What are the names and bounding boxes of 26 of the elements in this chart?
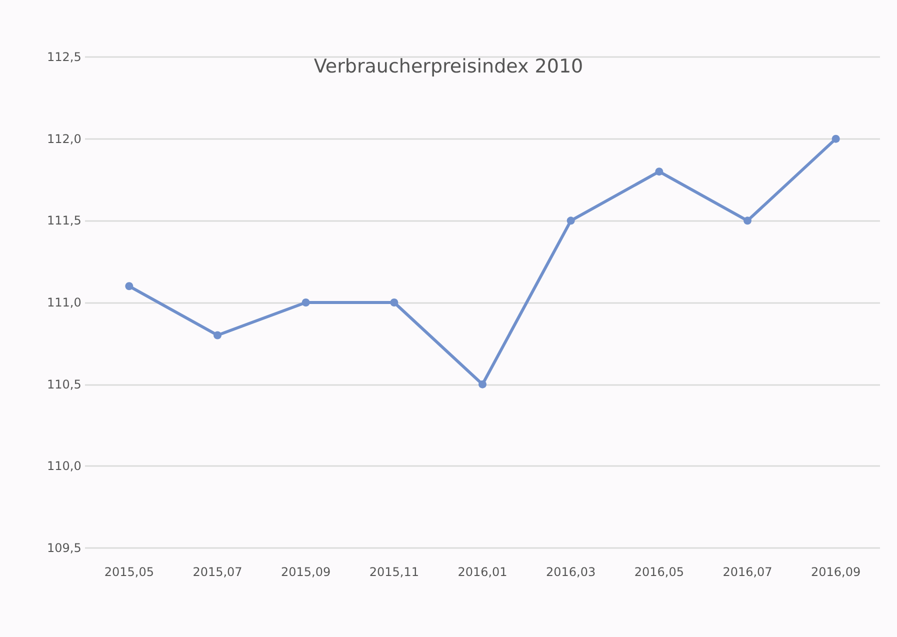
point <box>832 134 840 143</box>
x-tick-label: 2015,09 <box>281 565 331 579</box>
x-tick-label: 2016,05 <box>634 565 684 579</box>
point <box>125 282 134 290</box>
y-tick-label: 111,5 <box>47 214 82 228</box>
point <box>566 216 575 225</box>
x-tick-label: 2015,05 <box>104 565 154 579</box>
point <box>302 298 310 306</box>
y-tick-label: 112,0 <box>47 132 82 146</box>
y-tick-label: 110,0 <box>47 459 82 474</box>
point <box>655 168 664 176</box>
x-tick-label: 2016,09 <box>811 565 861 579</box>
x-tick-label: 2015,11 <box>369 565 419 579</box>
y-tick-label: 112,5 <box>47 50 82 64</box>
point <box>744 216 752 225</box>
point <box>214 331 222 340</box>
chart-title: Verbraucherpreisindex 2010 <box>314 56 584 78</box>
point <box>390 298 398 306</box>
x-tick-label: 2015,07 <box>192 565 242 579</box>
y-tick-label: 111,0 <box>47 296 82 310</box>
point <box>478 380 486 388</box>
y-tick-label: 109,5 <box>47 541 82 555</box>
x-tick-label: 2016,07 <box>722 565 772 579</box>
x-tick-label: 2016,03 <box>546 565 596 579</box>
y-tick-label: 110,5 <box>47 377 82 392</box>
x-tick-label: 2016,01 <box>458 565 508 579</box>
